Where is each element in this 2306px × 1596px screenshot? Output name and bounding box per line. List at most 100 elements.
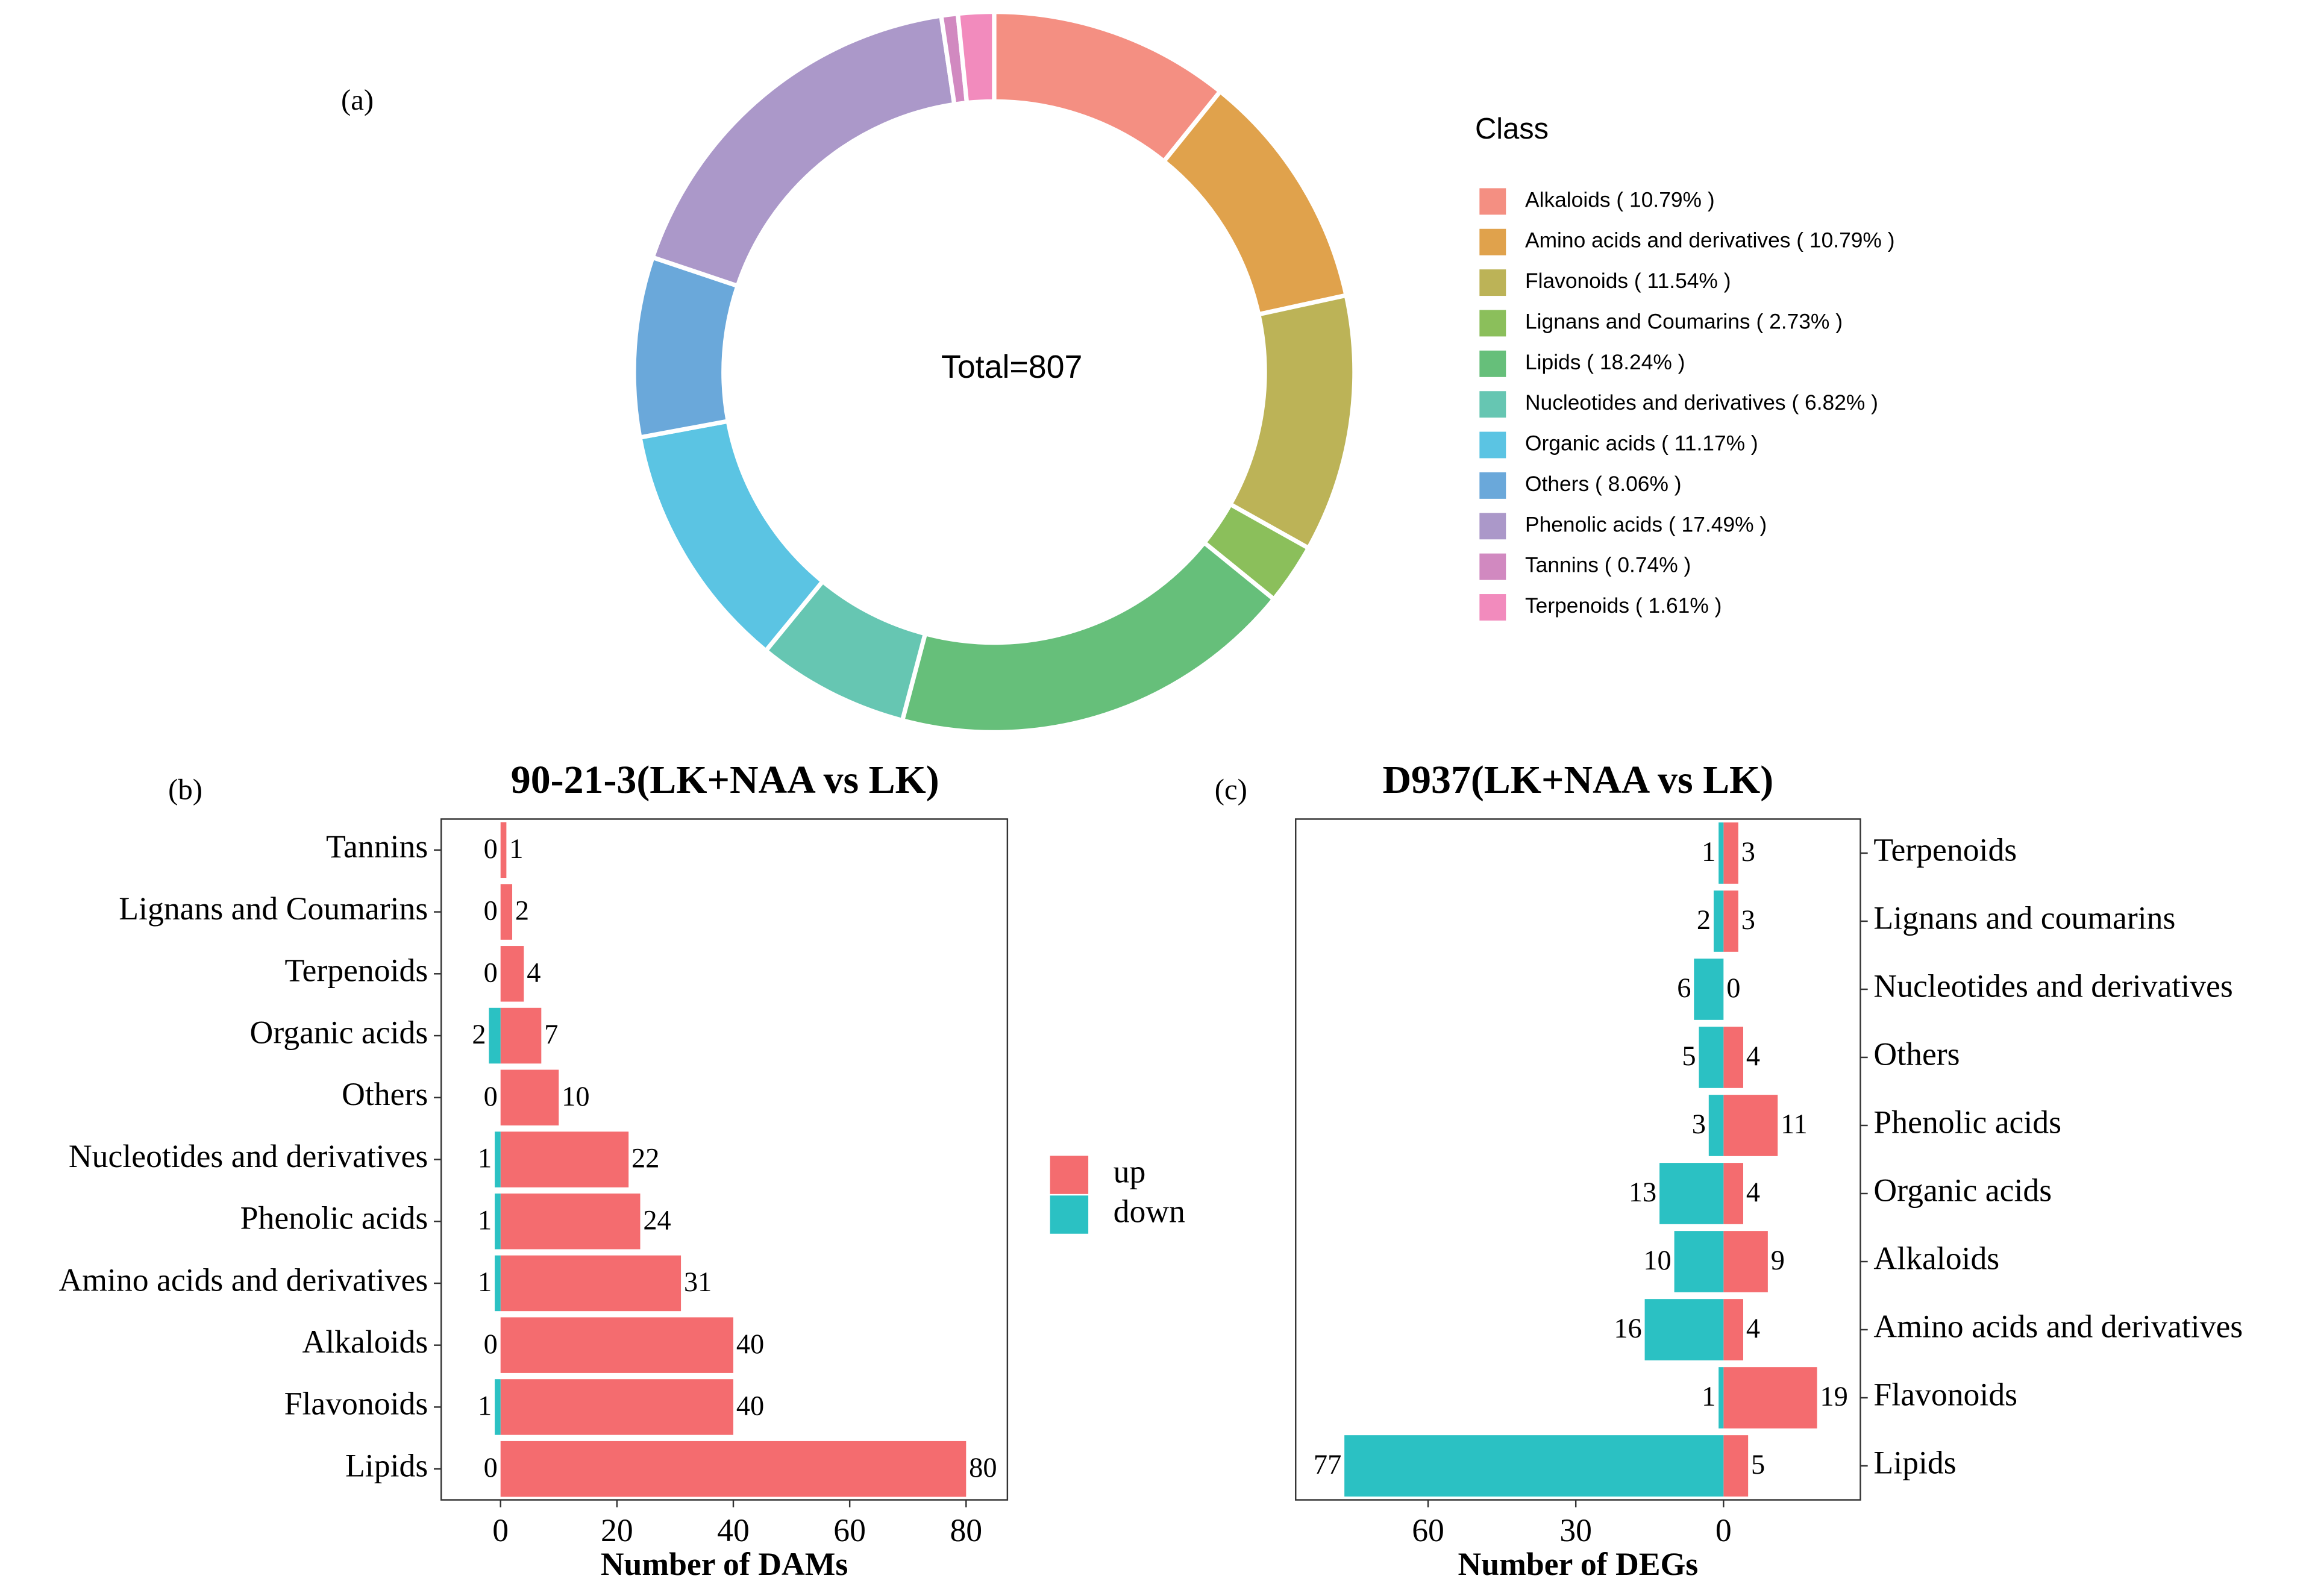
legend-swatch bbox=[1479, 188, 1506, 215]
legend-category: Organic acids bbox=[1525, 432, 1655, 455]
legend-label: down bbox=[1114, 1193, 1185, 1229]
y-tick-label: Flavonoids bbox=[284, 1386, 428, 1422]
bar bbox=[1659, 1163, 1724, 1224]
bar bbox=[1723, 1435, 1749, 1497]
bar bbox=[1344, 1435, 1724, 1497]
value-label: 4 bbox=[1746, 1041, 1760, 1072]
y-tick-label: Terpenoids bbox=[1873, 831, 2017, 868]
legend-swatch bbox=[1479, 513, 1506, 540]
bar bbox=[1713, 890, 1724, 952]
value-label: 40 bbox=[736, 1391, 764, 1421]
bar bbox=[500, 1007, 542, 1064]
bar bbox=[500, 1131, 629, 1188]
value-label: 80 bbox=[969, 1453, 997, 1483]
y-tick-label: Lignans and coumarins bbox=[1873, 900, 2175, 936]
value-label: 9 bbox=[1771, 1245, 1785, 1276]
value-label: 40 bbox=[736, 1329, 764, 1360]
legend-swatch bbox=[1479, 228, 1506, 255]
bar bbox=[1674, 1231, 1724, 1292]
legend-label: Tannins ( 0.74% ) bbox=[1525, 554, 1691, 577]
chart-title: D937(LK+NAA vs LK) bbox=[1382, 758, 1773, 802]
legend-swatch bbox=[1050, 1195, 1089, 1234]
bar bbox=[495, 1193, 501, 1250]
bar bbox=[1719, 822, 1724, 884]
legend-swatch bbox=[1479, 391, 1506, 418]
value-label: 24 bbox=[643, 1205, 671, 1236]
bar bbox=[500, 1441, 967, 1497]
legend-value: ( 11.54% ) bbox=[1634, 269, 1731, 293]
value-label: 1 bbox=[1702, 837, 1715, 868]
x-tick-label: 80 bbox=[950, 1512, 982, 1548]
legend-swatch bbox=[1479, 431, 1506, 458]
value-label: 5 bbox=[1682, 1041, 1696, 1072]
panel-label: (a) bbox=[341, 84, 374, 116]
value-label: 7 bbox=[544, 1019, 558, 1050]
legend-swatch bbox=[1479, 594, 1506, 621]
x-tick-label: 0 bbox=[1715, 1512, 1732, 1548]
panel-label: (c) bbox=[1215, 774, 1247, 806]
legend-swatch bbox=[1479, 269, 1506, 296]
x-axis-title: Number of DEGs bbox=[1458, 1546, 1699, 1582]
bar bbox=[1694, 959, 1724, 1020]
value-label: 4 bbox=[1746, 1313, 1760, 1344]
bar bbox=[495, 1255, 501, 1312]
legend-value: ( 10.79% ) bbox=[1796, 229, 1894, 252]
value-label: 2 bbox=[515, 896, 529, 927]
legend-category: Phenolic acids bbox=[1525, 513, 1662, 537]
value-label: 4 bbox=[1746, 1177, 1760, 1208]
value-label: 1 bbox=[509, 834, 523, 865]
y-tick-label: Lipids bbox=[1873, 1444, 1956, 1480]
legend-value: ( 1.61% ) bbox=[1635, 594, 1722, 618]
y-tick-label: Others bbox=[342, 1076, 428, 1112]
legend-category: Tannins bbox=[1525, 554, 1599, 577]
value-label: 0 bbox=[484, 1081, 498, 1112]
value-label: 0 bbox=[484, 896, 498, 927]
bar bbox=[500, 1193, 641, 1250]
x-tick-label: 40 bbox=[717, 1512, 750, 1548]
donut-slice bbox=[1161, 88, 1349, 318]
value-label: 31 bbox=[684, 1267, 712, 1298]
bar bbox=[1719, 1367, 1724, 1429]
legend-label: Others ( 8.06% ) bbox=[1525, 472, 1682, 496]
value-label: 0 bbox=[484, 957, 498, 988]
value-label: 19 bbox=[1820, 1382, 1847, 1412]
value-label: 0 bbox=[1726, 973, 1740, 1004]
legend-category: Lignans and Coumarins bbox=[1525, 310, 1750, 334]
bar bbox=[1699, 1027, 1724, 1088]
y-tick-label: Nucleotides and derivatives bbox=[1873, 968, 2232, 1004]
value-label: 3 bbox=[1692, 1109, 1706, 1140]
panel-label: (b) bbox=[168, 774, 202, 806]
y-tick-label: Lignans and Coumarins bbox=[119, 890, 428, 927]
value-label: 6 bbox=[1677, 973, 1691, 1004]
value-label: 2 bbox=[472, 1019, 486, 1050]
y-tick-label: Others bbox=[1873, 1036, 1960, 1072]
legend-value: ( 17.49% ) bbox=[1668, 513, 1767, 537]
bar bbox=[1723, 1027, 1743, 1088]
center-text: Total=807 bbox=[941, 349, 1082, 385]
legend-value: ( 0.74% ) bbox=[1605, 554, 1691, 577]
value-label: 0 bbox=[484, 1329, 498, 1360]
x-tick-label: 0 bbox=[492, 1512, 509, 1548]
bar bbox=[500, 1317, 734, 1373]
y-tick-label: Phenolic acids bbox=[1873, 1104, 2061, 1140]
legend-category: Nucleotides and derivatives bbox=[1525, 392, 1786, 415]
legend-value: ( 2.73% ) bbox=[1756, 310, 1843, 334]
value-label: 13 bbox=[1629, 1177, 1656, 1208]
value-label: 11 bbox=[1781, 1109, 1808, 1140]
legend-title: Class bbox=[1475, 113, 1549, 145]
chart-title: 90-21-3(LK+NAA vs LK) bbox=[511, 758, 939, 802]
y-tick-label: Terpenoids bbox=[284, 953, 428, 989]
bar bbox=[495, 1131, 501, 1188]
legend-swatch bbox=[1479, 310, 1506, 337]
legend-label: Organic acids ( 11.17% ) bbox=[1525, 432, 1758, 455]
value-label: 16 bbox=[1614, 1313, 1641, 1344]
legend-swatch bbox=[1479, 350, 1506, 377]
legend-swatch bbox=[1050, 1156, 1089, 1194]
legend-label: Flavonoids ( 11.54% ) bbox=[1525, 269, 1731, 293]
donut-slice bbox=[650, 13, 957, 289]
bar bbox=[500, 884, 513, 940]
legend-category: Flavonoids bbox=[1525, 269, 1628, 293]
bar bbox=[495, 1379, 501, 1435]
legend-category: Alkaloids bbox=[1525, 189, 1611, 212]
